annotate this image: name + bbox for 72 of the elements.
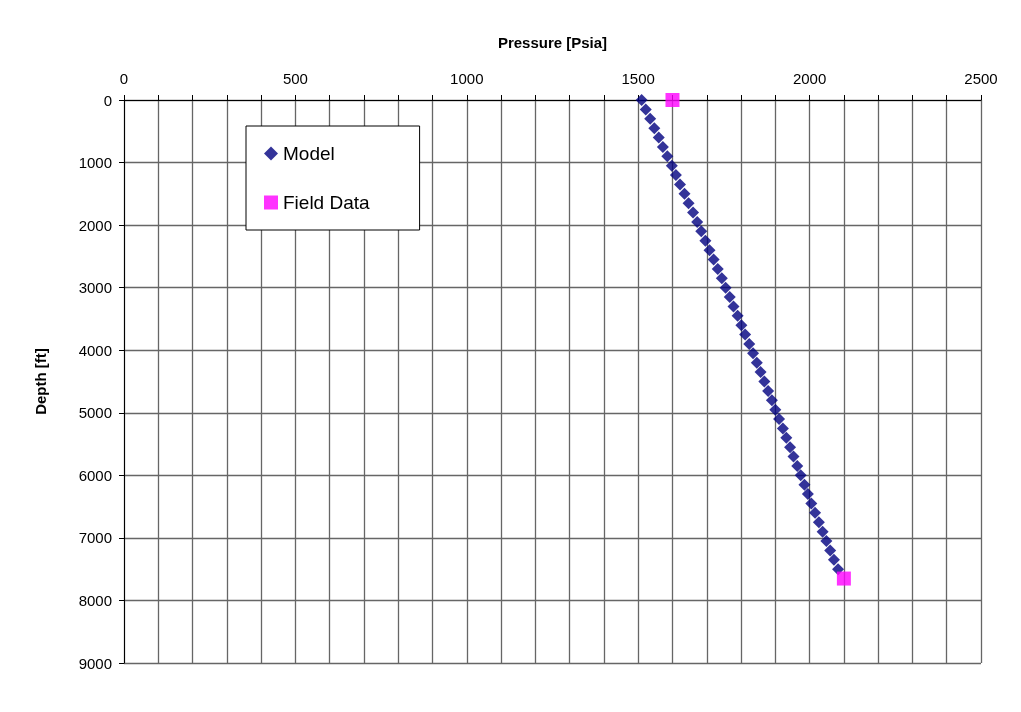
legend-label: Model (283, 143, 335, 164)
point (661, 150, 674, 163)
point (691, 215, 704, 228)
point (743, 337, 756, 350)
point (747, 347, 760, 360)
point (656, 140, 669, 153)
y-tick-label: 0 (103, 91, 112, 109)
point (639, 103, 652, 116)
point (695, 225, 708, 238)
y-tick-label: 4000 (78, 341, 112, 359)
legend-label: Field Data (283, 192, 371, 213)
point (665, 93, 680, 107)
point (801, 488, 814, 501)
point (699, 234, 712, 247)
point (750, 356, 763, 369)
point (776, 422, 789, 435)
point (754, 366, 767, 379)
point (665, 159, 678, 172)
y-axis-title: Depth [ft] (32, 348, 49, 415)
y-tick-label: 3000 (78, 279, 112, 297)
point (812, 516, 825, 529)
point (669, 169, 682, 182)
point (731, 309, 744, 322)
point (827, 553, 840, 566)
point (739, 328, 752, 341)
x-tick-label: 500 (282, 70, 308, 87)
point (652, 131, 665, 144)
point (794, 469, 807, 482)
point (687, 206, 700, 219)
point (707, 253, 720, 266)
point (784, 441, 797, 454)
point (735, 319, 748, 332)
y-tick-label: 2000 (78, 216, 112, 234)
point (787, 450, 800, 463)
x-tick-label: 1000 (450, 70, 484, 87)
y-tick-label: 9000 (78, 654, 112, 672)
point (715, 272, 728, 285)
point (723, 291, 736, 304)
point (635, 94, 648, 106)
point (791, 459, 804, 472)
point (805, 497, 818, 510)
point (719, 281, 732, 294)
y-tick-label: 7000 (78, 529, 112, 547)
point (674, 178, 687, 191)
x-tick-label: 2500 (964, 70, 998, 87)
y-tick-label: 8000 (78, 591, 112, 609)
point (703, 244, 716, 257)
point (780, 431, 793, 444)
point (824, 544, 837, 557)
point (798, 478, 811, 491)
y-tick-label: 1000 (78, 154, 112, 172)
point (648, 122, 661, 135)
point (809, 506, 822, 519)
point (644, 112, 657, 125)
point (762, 384, 775, 397)
point (769, 403, 782, 416)
point (727, 300, 740, 313)
point (678, 187, 691, 200)
y-tick-label: 5000 (78, 404, 112, 422)
point (836, 571, 851, 586)
y-tick-label: 6000 (78, 466, 112, 484)
x-axis-title: Pressure [Psia] (497, 34, 608, 51)
point (773, 413, 786, 426)
point (758, 375, 771, 388)
point (682, 197, 695, 210)
point (820, 535, 833, 548)
x-tick-label: 1500 (621, 70, 655, 87)
x-tick-label: 0 (119, 70, 129, 87)
point (711, 262, 724, 275)
x-tick-label: 2000 (792, 70, 827, 87)
point (765, 394, 778, 407)
point (816, 525, 829, 538)
